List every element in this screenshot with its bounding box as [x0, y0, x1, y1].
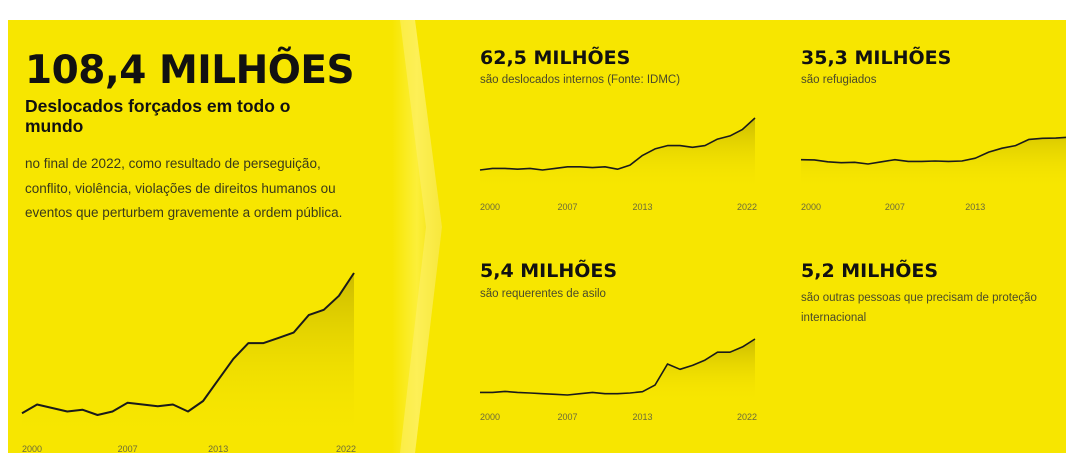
total-area — [22, 273, 354, 441]
refugees-title: 35,3 MILHÕES — [801, 47, 951, 69]
refugees-area — [801, 124, 1066, 190]
asylum-tick-2013: 2013 — [632, 412, 652, 422]
main-subtitle: Deslocados forçados em todo o mundo — [25, 96, 325, 136]
idp-title: 62,5 MILHÕES — [480, 47, 630, 69]
idp-area — [480, 118, 755, 190]
idp-subtitle: são deslocados internos (Fonte: IDMC) — [480, 74, 770, 86]
asylum-title: 5,4 MILHÕES — [480, 260, 617, 282]
idp-tick-2000: 2000 — [480, 202, 500, 212]
others-title: 5,2 MILHÕES — [801, 260, 938, 282]
asylum-tick-2000: 2000 — [480, 412, 500, 422]
asylum-tick-2022: 2022 — [737, 412, 757, 422]
main-description: no final de 2022, como resultado de pers… — [25, 152, 365, 226]
idp-tick-2022: 2022 — [737, 202, 757, 212]
idp-tick-2013: 2013 — [632, 202, 652, 212]
asylum-tick-2007: 2007 — [557, 412, 577, 422]
asylum-subtitle: são requerentes de asilo — [480, 288, 770, 300]
refugees-tick-2000: 2000 — [801, 202, 821, 212]
idp-chart: 2000 2007 2013 2022 — [480, 110, 758, 215]
main-headline: 108,4 MILHÕES — [25, 48, 354, 93]
others-subtitle: são outras pessoas que precisam de prote… — [801, 288, 1041, 328]
asylum-chart: 2000 2007 2013 2022 — [480, 333, 758, 433]
refugees-subtitle: são refugiados — [801, 74, 1051, 86]
refugees-tick-2013: 2013 — [965, 202, 985, 212]
idp-tick-2007: 2007 — [557, 202, 577, 212]
refugees-tick-2007: 2007 — [885, 202, 905, 212]
